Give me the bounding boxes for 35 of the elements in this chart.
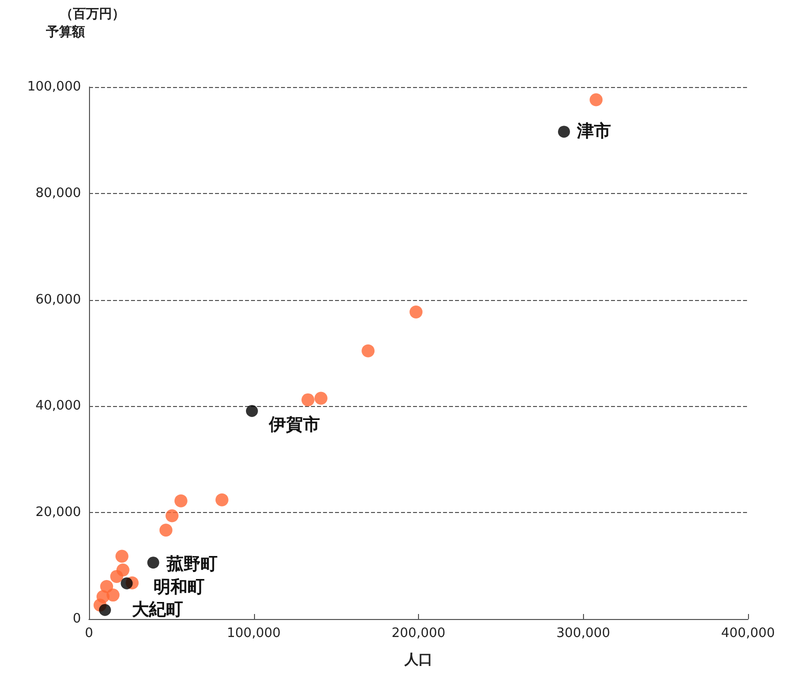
annotation: 伊賀市 <box>268 414 320 435</box>
point <box>410 306 423 319</box>
x-tick-label: 300,000 <box>556 626 610 641</box>
point <box>174 494 188 508</box>
point <box>110 570 124 583</box>
point <box>246 404 258 417</box>
y-axis-title: 予算額 <box>45 24 85 40</box>
point <box>166 509 179 522</box>
point <box>147 556 160 569</box>
point <box>314 392 328 405</box>
y-tick-label: 60,000 <box>36 292 81 308</box>
y-tick-label: 0 <box>72 612 81 626</box>
y-tick-label: 80,000 <box>36 186 81 201</box>
point <box>159 524 172 537</box>
point <box>362 344 375 358</box>
y-tick-label: 100,000 <box>27 80 81 94</box>
y-tick-label: 20,000 <box>36 505 81 520</box>
x-tick-label: 0 <box>84 626 94 641</box>
y-tick-label: 40,000 <box>36 398 81 414</box>
point <box>590 93 603 106</box>
annotation: 明和町 <box>154 577 205 598</box>
point <box>215 493 228 506</box>
point <box>98 604 111 616</box>
point <box>558 126 570 138</box>
x-tick-label: 200,000 <box>392 626 446 641</box>
point <box>120 577 133 590</box>
point <box>301 393 314 406</box>
x-tick-label: 400,000 <box>721 626 775 641</box>
point <box>115 550 128 563</box>
text: （百万円） <box>60 7 125 22</box>
x-axis-title: 人口 <box>404 652 432 668</box>
annotation: 大紀町 <box>132 600 183 620</box>
annotation: 菰野町 <box>165 554 218 575</box>
annotation: 津市 <box>576 122 611 142</box>
x-tick-label: 100,000 <box>226 626 281 641</box>
